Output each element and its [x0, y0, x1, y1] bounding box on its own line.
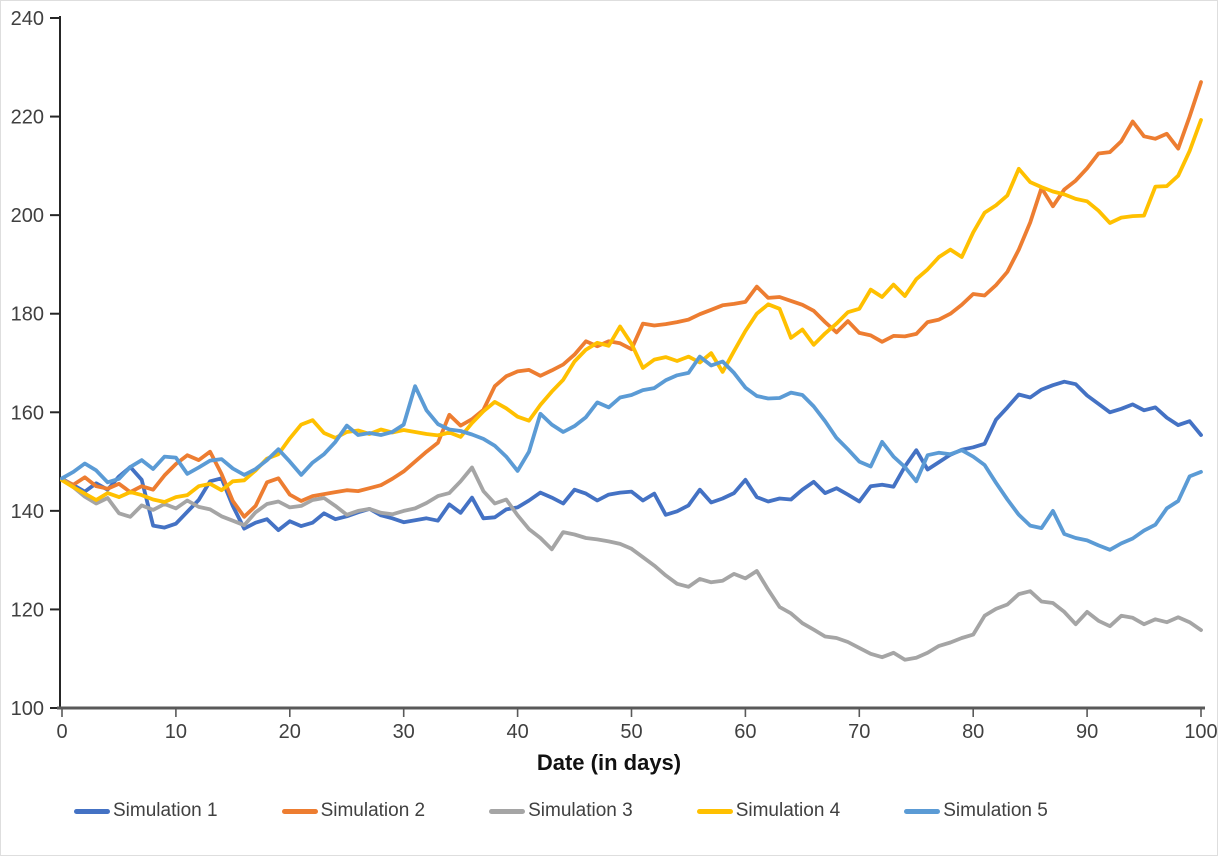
y-axis-tick-label: 140 [11, 501, 44, 523]
y-axis-tick-label: 180 [11, 304, 44, 326]
y-axis-tick-label: 160 [11, 402, 44, 424]
x-axis-tick-label: 100 [1184, 721, 1217, 743]
legend-marker-simulation-5-icon [904, 808, 941, 814]
y-axis-tick-label: 100 [11, 698, 44, 720]
y-axis-tick-label: 120 [11, 599, 44, 621]
y-axis-tick-label: 220 [11, 107, 44, 129]
x-axis-tick-label: 10 [165, 721, 187, 743]
legend-item-simulation-3: Simulation 3 [489, 800, 633, 822]
x-axis-tick-label: 20 [279, 721, 301, 743]
legend-label-simulation-3: Simulation 3 [528, 800, 633, 821]
x-axis-tick-label: 50 [620, 721, 642, 743]
series-line-simulation-4 [60, 118, 1203, 504]
legend-item-simulation-4: Simulation 4 [696, 800, 841, 822]
series-line-simulation-1 [60, 379, 1203, 532]
legend-item-simulation-5: Simulation 5 [904, 800, 1048, 822]
line-chart-plot-area: 100 120 140 160 180 200 220 240 0 10 20 30 40 50 60 70 8… [11, 8, 1218, 743]
series-line-simulation-5 [60, 354, 1203, 552]
y-axis-tick-label: 200 [11, 205, 44, 227]
x-axis-tick-label: 30 [393, 721, 415, 743]
x-axis-tick-label: 70 [848, 721, 870, 743]
series-line-simulation-3 [60, 465, 1203, 662]
legend-item-simulation-1: Simulation 1 [74, 800, 218, 822]
x-axis-tick-label: 90 [1076, 721, 1098, 743]
x-axis-tick-label: 0 [56, 721, 67, 743]
legend-marker-simulation-3-icon [489, 808, 526, 814]
y-axis-tick-label: 240 [11, 8, 44, 30]
x-axis-tick-label: 80 [962, 721, 984, 743]
x-axis-title: Date (in days) [536, 750, 682, 775]
legend-label-simulation-2: Simulation 2 [320, 800, 426, 821]
legend-label-simulation-4: Simulation 4 [735, 800, 841, 821]
legend-label-simulation-1: Simulation 1 [113, 800, 218, 821]
x-axis-tick-label: 60 [734, 721, 756, 743]
legend-marker-simulation-1-icon [74, 808, 110, 814]
legend-label-simulation-5: Simulation 5 [943, 800, 1048, 821]
x-axis-tick-label: 40 [506, 721, 528, 743]
chart-legend: Simulation 1 Simulation 2 Simulation 3 S… [0, 792, 1218, 830]
legend-item-simulation-2: Simulation 2 [281, 800, 426, 822]
series-line-simulation-2 [60, 80, 1203, 519]
legend-marker-simulation-4-icon [696, 808, 733, 814]
legend-marker-simulation-2-icon [281, 808, 318, 814]
